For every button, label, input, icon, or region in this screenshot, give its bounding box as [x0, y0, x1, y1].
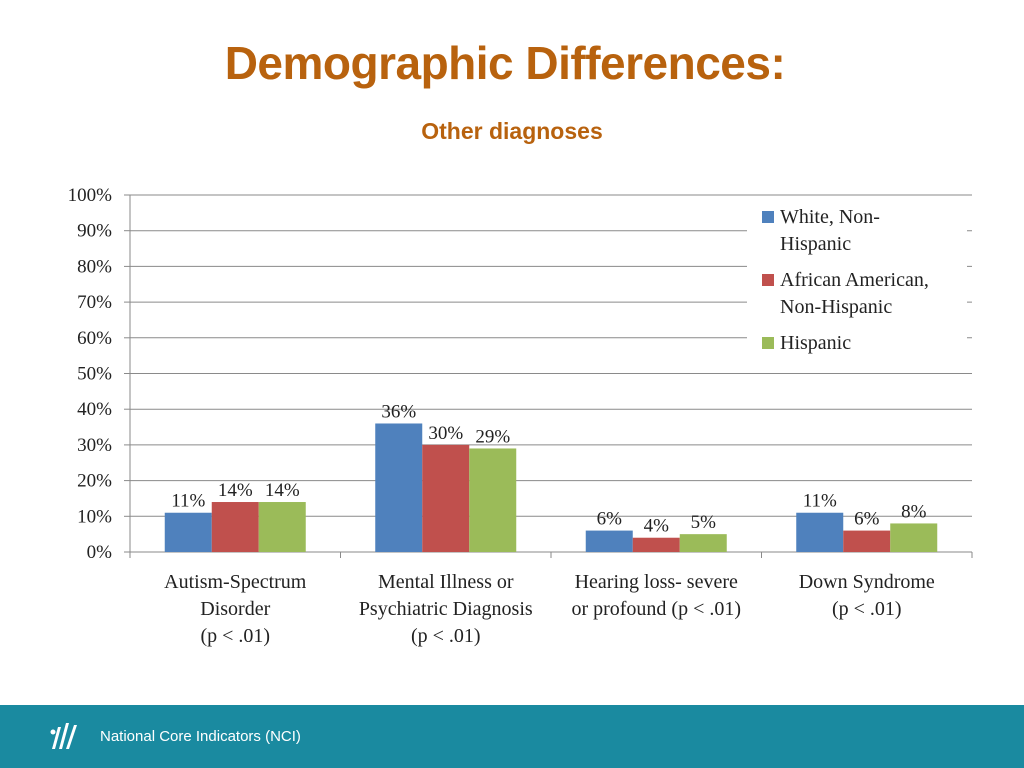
data-label: 6% — [597, 509, 623, 530]
bar — [796, 512, 844, 552]
y-tick-label: 0% — [87, 542, 113, 563]
bar — [679, 534, 727, 552]
legend-swatch — [762, 337, 774, 349]
bar — [843, 530, 891, 552]
bar — [422, 444, 470, 552]
y-tick-label: 100% — [68, 185, 113, 206]
data-label: 11% — [171, 491, 205, 512]
legend-label: White, Non- — [780, 206, 880, 228]
slide-title: Demographic Differences: — [224, 37, 786, 89]
legend: White, Non- Hispanic African American, Non-… — [747, 200, 967, 372]
x-tick-label: or profound (p < .01) — [571, 598, 741, 620]
y-tick-label: 10% — [77, 506, 112, 527]
bar — [632, 537, 680, 552]
footer-text: National Core Indicators (NCI) — [100, 728, 301, 745]
data-label: 11% — [803, 491, 837, 512]
x-tick-label: Disorder — [200, 598, 270, 620]
y-tick-label: 80% — [77, 256, 112, 277]
legend-background — [747, 200, 967, 372]
bar — [258, 502, 306, 552]
bar — [890, 523, 938, 552]
x-tick-label: (p < .01) — [832, 598, 902, 620]
bar — [211, 502, 259, 552]
bar — [469, 448, 517, 552]
y-tick-label: 60% — [77, 328, 112, 349]
y-tick-label: 40% — [77, 399, 112, 420]
x-tick-label: Autism-Spectrum — [164, 571, 307, 593]
legend-label: African American, — [780, 269, 929, 291]
x-tick-label: Psychiatric Diagnosis — [359, 598, 533, 620]
data-label: 14% — [218, 480, 253, 501]
x-tick-label: Hearing loss- severe — [575, 571, 738, 593]
data-label: 30% — [428, 423, 463, 444]
y-tick-label: 50% — [77, 364, 112, 385]
legend-label: Non-Hispanic — [780, 296, 892, 318]
data-label: 36% — [381, 401, 416, 422]
data-label: 4% — [644, 516, 670, 537]
data-label: 29% — [475, 426, 510, 447]
x-tick-label: (p < .01) — [411, 625, 481, 647]
footer-bar: National Core Indicators (NCI) — [0, 705, 1024, 768]
data-label: 6% — [854, 509, 880, 530]
data-label: 8% — [901, 501, 927, 522]
legend-swatch — [762, 274, 774, 286]
bar — [585, 530, 633, 552]
x-tick-label: (p < .01) — [200, 625, 270, 647]
legend-swatch — [762, 211, 774, 223]
bar — [164, 512, 212, 552]
data-label: 5% — [691, 512, 717, 533]
y-tick-label: 20% — [77, 471, 112, 492]
bar — [375, 423, 423, 552]
y-tick-label: 90% — [77, 221, 112, 242]
y-tick-label: 70% — [77, 292, 112, 313]
x-tick-label: Mental Illness or — [378, 571, 514, 593]
bar-chart: 0% 10% 20% 30% 40% 50% 60% 70% 80% 90% 100% 11% 14% 1… — [68, 185, 973, 647]
data-label: 14% — [265, 480, 300, 501]
y-tick-label: 30% — [77, 435, 112, 456]
legend-label: Hispanic — [780, 233, 851, 255]
legend-label: Hispanic — [780, 332, 851, 354]
nci-logo-icon — [50, 723, 77, 749]
x-tick-label: Down Syndrome — [799, 571, 935, 593]
chart-subtitle: Other diagnoses — [421, 118, 603, 144]
